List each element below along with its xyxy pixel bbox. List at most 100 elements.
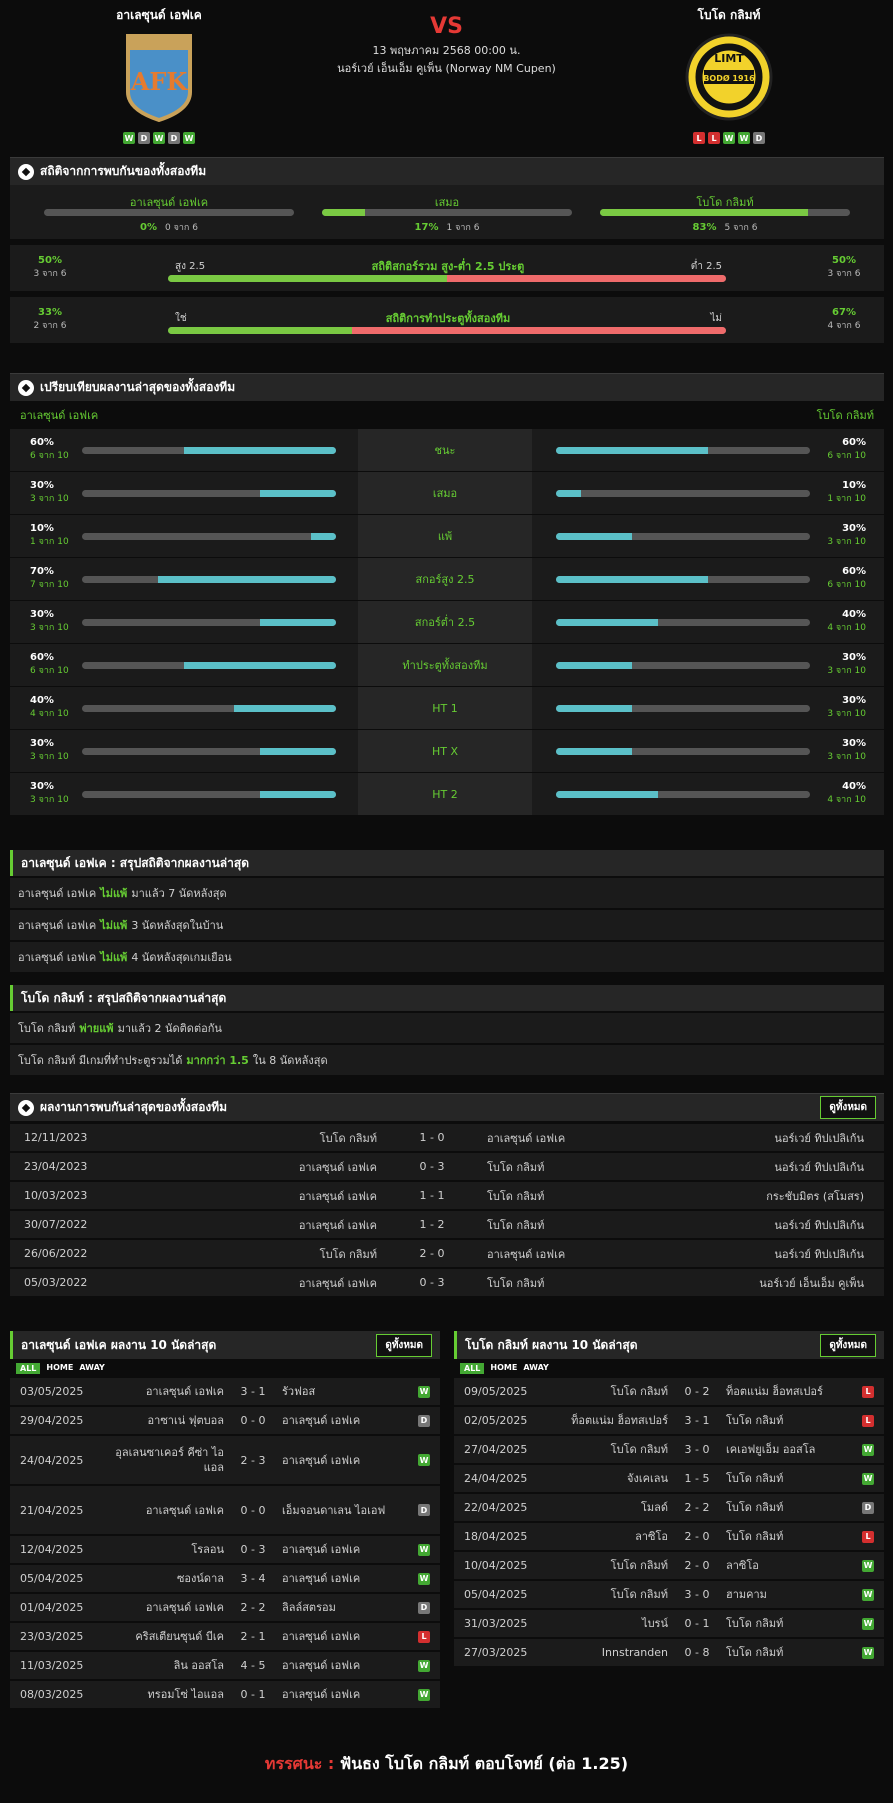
compare-away-count: 3 จาก 10 — [827, 537, 866, 547]
h2h-item-pct: 83% — [692, 221, 717, 233]
last10-row[interactable]: 27/03/2025 Innstranden 0 - 8 โบโด กลิมท์ W — [454, 1639, 884, 1668]
summary-home-section: อาเลซุนด์ เอฟเค : สรุปสถิติจากผลงานล่าสุ… — [10, 850, 884, 974]
away-last10-filters: ALL HOME AWAY — [454, 1359, 884, 1378]
last10-row[interactable]: 03/05/2025 อาเลซุนด์ เอฟเค 3 - 1 รัวฟอส W — [10, 1378, 440, 1407]
home-last10-see-all-button[interactable]: ดูทั้งหมด — [376, 1333, 432, 1357]
h2h-result-row[interactable]: 26/06/2022 โบโด กลิมท์ 2 - 0 อาเลซุนด์ เอฟเ… — [10, 1240, 884, 1269]
h2h-result-row[interactable]: 23/04/2023 อาเลซุนด์ เอฟเค 0 - 3 โบโด กลิมท… — [10, 1153, 884, 1182]
last10-score: 1 - 5 — [684, 1472, 710, 1485]
h2h-result-row[interactable]: 30/07/2022 อาเลซุนด์ เอฟเค 1 - 2 โบโด กลิมท… — [10, 1211, 884, 1240]
last10-row[interactable]: 05/04/2025 โบโด กลิมท์ 3 - 0 ฮามคาม W — [454, 1581, 884, 1610]
compare-home-count: 6 จาก 10 — [30, 451, 69, 461]
last10-home: อาเลซุนด์ เอฟเค — [145, 1601, 224, 1614]
last10-row[interactable]: 22/04/2025 โมลด์ 2 - 2 โบโด กลิมท์ D — [454, 1494, 884, 1523]
last10-row[interactable]: 02/05/2025 ท็อตแน่ม ฮ็อทสเปอร์ 3 - 1 โบโด ก… — [454, 1407, 884, 1436]
last10-row[interactable]: 08/03/2025 ทรอมโซ่ ไอแอล 0 - 1 อาเลซุนด์ เอ… — [10, 1681, 440, 1710]
h2h-item-count: 1 จาก 6 — [446, 223, 480, 233]
compare-rows: 60% 6 จาก 10 ชนะ 60% 6 จาก 10 30% 3 จาก 10 เสมอ… — [10, 429, 884, 816]
soccer-ball-icon — [18, 379, 34, 396]
compare-label: เสมอ — [358, 472, 532, 514]
last10-home: ซองน์ดาล — [176, 1572, 224, 1585]
compare-home-bar — [82, 533, 336, 540]
h2h-date: 05/03/2022 — [24, 1276, 88, 1289]
last10-row[interactable]: 09/05/2025 โบโด กลิมท์ 0 - 2 ท็อตแน่ม ฮ็อทส… — [454, 1378, 884, 1407]
compare-away-bar — [556, 748, 810, 755]
compare-label: HT X — [358, 730, 532, 772]
h2h-score: 2 - 0 — [419, 1247, 445, 1260]
last10-home: อาเลซุนด์ เอฟเค — [145, 1503, 224, 1517]
last10-row[interactable]: 23/03/2025 คริสเตียนซุนด์ บีเค 2 - 1 อาเลซุ… — [10, 1623, 440, 1652]
last10-row[interactable]: 24/04/2025 อุลเลนซาเคอร์ คีซ่า ไอแอล 2 - 3… — [10, 1436, 440, 1486]
last10-row[interactable]: 29/04/2025 อาซาเน่ ฟุตบอล 0 - 0 อาเลซุนด์ เ… — [10, 1407, 440, 1436]
last10-away: โบโด กลิมท์ — [726, 1501, 784, 1514]
last10-row[interactable]: 11/03/2025 ลิน ออสโล 4 - 5 อาเลซุนด์ เอฟเค W — [10, 1652, 440, 1681]
last10-row[interactable]: 18/04/2025 ลาซิโอ 2 - 0 โบโด กลิมท์ L — [454, 1523, 884, 1552]
h2h-result-row[interactable]: 05/03/2022 อาเลซุนด์ เอฟเค 0 - 3 โบโด กลิมท… — [10, 1269, 884, 1298]
filter-home[interactable]: HOME — [490, 1363, 518, 1372]
last10-row[interactable]: 27/04/2025 โบโด กลิมท์ 3 - 0 เคเอฟยูเอ็ม ออ… — [454, 1436, 884, 1465]
away-last10-see-all-button[interactable]: ดูทั้งหมด — [820, 1333, 876, 1357]
ou-left-pct: 50% — [38, 255, 62, 266]
filter-away[interactable]: AWAY — [79, 1363, 105, 1372]
btts-right-pct: 67% — [832, 307, 856, 318]
compare-header: เปรียบเทียบผลงานล่าสุดของทั้งสองทีม — [10, 373, 884, 401]
compare-home-count: 6 จาก 10 — [30, 666, 69, 676]
h2h-stats-header: สถิติจากการพบกันของทั้งสองทีม — [10, 157, 884, 185]
compare-row: 30% 3 จาก 10 HT 2 40% 4 จาก 10 — [10, 773, 884, 816]
compare-away-bar-fill — [556, 748, 633, 755]
h2h-result-bars: อาเลซุนด์ เอฟเค 0% 0 จาก 6 เสมอ 17% 1 จาก 6 โบ… — [10, 185, 884, 239]
last10-date: 18/04/2025 — [464, 1530, 528, 1543]
home-team-name: อาเลซุนด์ เอฟเค — [116, 8, 202, 22]
ou-title: สถิติสกอร์รวม สูง-ต่ำ 2.5 ประตู — [371, 260, 525, 273]
filter-home[interactable]: HOME — [46, 1363, 74, 1372]
compare-home-pct: 70% — [30, 566, 54, 577]
form-badge: L — [693, 132, 705, 144]
compare-label: HT 1 — [358, 687, 532, 729]
h2h-results-section: ผลงานการพบกันล่าสุดของทั้งสองทีม ดูทั้งห… — [10, 1093, 884, 1298]
away-logo-text-bottom: BODØ 1916 — [703, 73, 755, 83]
last10-row[interactable]: 31/03/2025 ไบรน์ 0 - 1 โบโด กลิมท์ W — [454, 1610, 884, 1639]
last10-row[interactable]: 24/04/2025 จังเคเลน 1 - 5 โบโด กลิมท์ W — [454, 1465, 884, 1494]
h2h-away: อาเลซุนด์ เอฟเค — [487, 1131, 566, 1145]
h2h-item-pct: 0% — [140, 221, 158, 233]
h2h-result-row[interactable]: 12/11/2023 โบโด กลิมท์ 1 - 0 อาเลซุนด์ เอฟเ… — [10, 1124, 884, 1153]
filter-all[interactable]: ALL — [16, 1363, 41, 1374]
compare-home-count: 1 จาก 10 — [30, 537, 69, 547]
last10-result-badge: D — [862, 1501, 874, 1514]
form-badge: D — [138, 132, 150, 144]
last10-date: 27/03/2025 — [464, 1646, 528, 1659]
filter-away[interactable]: AWAY — [523, 1363, 549, 1372]
home-logo-text: AFK — [130, 67, 189, 96]
last10-score: 0 - 0 — [240, 1503, 266, 1517]
h2h-away: โบโด กลิมท์ — [487, 1160, 545, 1174]
compare-away-bar-fill — [556, 490, 582, 497]
h2h-see-all-button[interactable]: ดูทั้งหมด — [820, 1096, 876, 1119]
last10-date: 12/04/2025 — [20, 1543, 84, 1556]
last10-row[interactable]: 05/04/2025 ซองน์ดาล 3 - 4 อาเลซุนด์ เอฟเค W — [10, 1565, 440, 1594]
last10-result-badge: D — [418, 1414, 430, 1427]
last10-home: โบโด กลิมท์ — [610, 1559, 668, 1572]
last10-row[interactable]: 12/04/2025 โรลอน 0 - 3 อาเลซุนด์ เอฟเค W — [10, 1536, 440, 1565]
h2h-item-label: เสมอ — [434, 196, 460, 209]
h2h-score: 1 - 0 — [419, 1131, 445, 1144]
home-last10-filters: ALL HOME AWAY — [10, 1359, 440, 1378]
last10-row[interactable]: 10/04/2025 โบโด กลิมท์ 2 - 0 ลาซิโอ W — [454, 1552, 884, 1581]
h2h-home: อาเลซุนด์ เอฟเค — [298, 1218, 377, 1232]
compare-home-bar — [82, 705, 336, 712]
filter-all[interactable]: ALL — [460, 1363, 485, 1374]
compare-home-bar-fill — [183, 447, 336, 454]
last10-result-badge: W — [862, 1443, 874, 1456]
compare-away-count: 3 จาก 10 — [827, 752, 866, 762]
last10-row[interactable]: 01/04/2025 อาเลซุนด์ เอฟเค 2 - 2 ลิลล์สตรอม… — [10, 1594, 440, 1623]
h2h-competition: นอร์เวย์ ทิปเปลิเก้น — [774, 1131, 864, 1145]
last10-row[interactable]: 21/04/2025 อาเลซุนด์ เอฟเค 0 - 0 เอ็มจอนดาเ… — [10, 1486, 440, 1536]
compare-away-pct: 30% — [842, 652, 866, 663]
compare-away-pct: 60% — [842, 437, 866, 448]
btts-stats: 33% 2 จาก 6 ใช่ สถิติการทำประตูทั้งสองที… — [10, 297, 884, 343]
last10-home: Innstranden — [601, 1646, 668, 1659]
h2h-competition: กระชับมิตร (สโมสร) — [766, 1189, 864, 1203]
h2h-results-title: ผลงานการพบกันล่าสุดของทั้งสองทีม — [40, 1100, 228, 1114]
h2h-result-row[interactable]: 10/03/2023 อาเลซุนด์ เอฟเค 1 - 1 โบโด กลิมท… — [10, 1182, 884, 1211]
form-badge: W — [738, 132, 750, 144]
